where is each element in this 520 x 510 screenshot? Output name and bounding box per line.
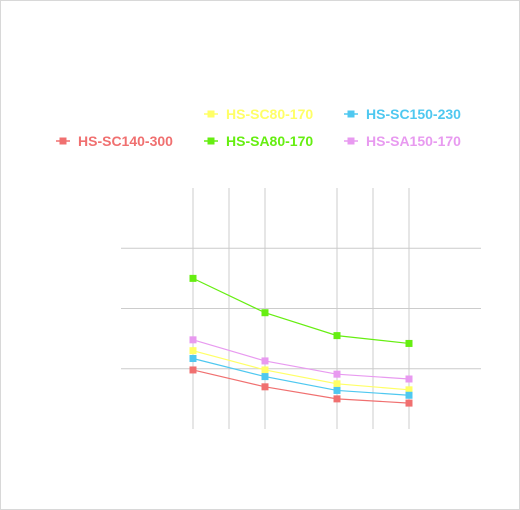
data-point — [189, 366, 197, 374]
legend-marker — [59, 137, 67, 145]
legend-marker — [347, 110, 355, 118]
series-line — [192, 350, 410, 391]
series-line — [192, 277, 410, 345]
data-point — [261, 373, 269, 381]
legend-label: HS-SC80-170 — [226, 106, 313, 122]
legend-marker — [207, 137, 215, 145]
data-point — [189, 347, 197, 355]
data-point — [333, 380, 341, 388]
legend-marker — [347, 137, 355, 145]
data-point — [189, 336, 197, 344]
data-point — [333, 370, 341, 378]
data-point — [333, 395, 341, 403]
data-point — [261, 366, 269, 374]
legend-label: HS-SC150-230 — [366, 106, 461, 122]
series-line — [192, 357, 410, 396]
series-line — [192, 369, 410, 404]
legend-label: HS-SC140-300 — [78, 133, 173, 149]
data-point — [405, 391, 413, 399]
data-point — [405, 339, 413, 347]
legend-label: HS-SA150-170 — [366, 133, 461, 149]
data-point — [405, 399, 413, 407]
data-point — [333, 332, 341, 340]
data-point — [333, 386, 341, 394]
legend-marker — [207, 110, 215, 118]
data-point — [261, 383, 269, 391]
data-point — [405, 375, 413, 383]
data-point — [189, 274, 197, 282]
legend-label: HS-SA80-170 — [226, 133, 313, 149]
data-point — [405, 386, 413, 394]
data-point — [261, 357, 269, 365]
data-point — [189, 355, 197, 363]
data-point — [261, 309, 269, 317]
series-line — [192, 339, 410, 380]
